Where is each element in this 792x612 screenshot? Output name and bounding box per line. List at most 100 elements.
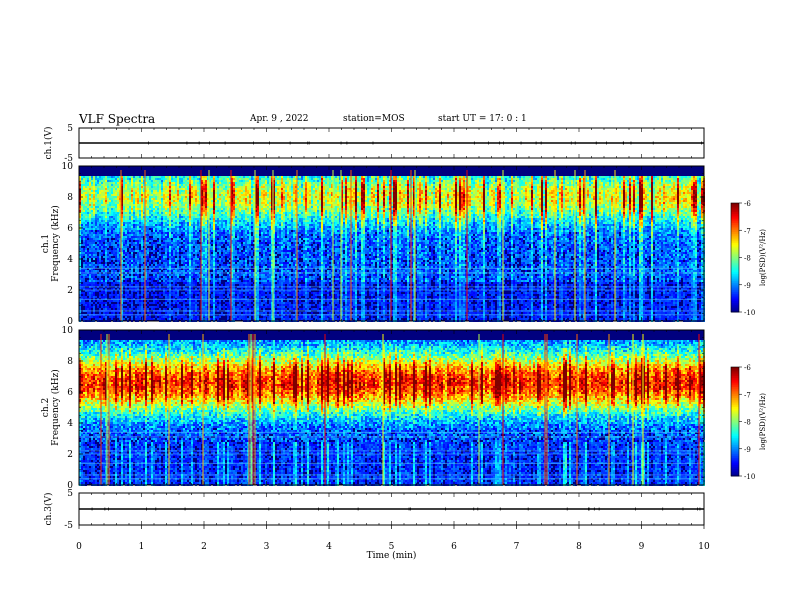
psd-cell — [129, 224, 131, 226]
psd-cell — [85, 184, 87, 186]
psd-cell — [93, 234, 95, 236]
psd-cell — [141, 274, 143, 276]
psd-cell — [127, 234, 129, 236]
psd-cell — [129, 188, 131, 190]
psd-cell — [153, 284, 155, 286]
psd-cell — [125, 274, 127, 276]
psd-cell — [97, 206, 99, 208]
psd-cell — [93, 282, 95, 284]
psd-cell — [81, 232, 83, 234]
psd-cell — [83, 210, 85, 212]
psd-cell — [83, 200, 85, 202]
psd-cell — [113, 206, 115, 208]
psd-cell — [111, 196, 113, 198]
psd-cell — [91, 306, 93, 308]
psd-cell — [141, 218, 143, 220]
psd-cell — [155, 186, 157, 188]
psd-cell — [103, 210, 105, 212]
psd-cell — [127, 300, 129, 302]
psd-cell — [131, 192, 133, 194]
psd-cell — [137, 198, 139, 200]
psd-cell — [81, 236, 83, 238]
psd-cell — [93, 196, 95, 198]
psd-cell — [133, 212, 135, 214]
psd-cell — [127, 184, 129, 186]
psd-cell — [137, 182, 139, 184]
psd-cell — [105, 206, 107, 208]
psd-cell — [153, 312, 155, 314]
psd-cell — [87, 256, 89, 258]
psd-cell — [89, 204, 91, 206]
psd-cell — [93, 250, 95, 252]
psd-cell — [147, 252, 149, 254]
psd-cell — [85, 236, 87, 238]
psd-cell — [141, 212, 143, 214]
psd-cell — [117, 308, 119, 310]
psd-cell — [125, 252, 127, 254]
psd-cell — [127, 212, 129, 214]
psd-cell — [137, 246, 139, 248]
psd-cell — [111, 228, 113, 230]
psd-cell — [135, 204, 137, 206]
psd-cell — [137, 244, 139, 246]
psd-cell — [91, 216, 93, 218]
psd-cell — [127, 236, 129, 238]
psd-cell — [139, 206, 141, 208]
psd-cell — [141, 208, 143, 210]
psd-cell — [127, 254, 129, 256]
psd-cell — [95, 254, 97, 256]
psd-cell — [89, 184, 91, 186]
psd-cell — [87, 202, 89, 204]
psd-cell — [95, 316, 97, 318]
psd-cell — [101, 228, 103, 230]
psd-cell — [153, 176, 155, 178]
psd-cell — [105, 178, 107, 180]
psd-cell — [103, 256, 105, 258]
psd-cell — [117, 212, 119, 214]
psd-cell — [147, 276, 149, 278]
psd-cell — [105, 232, 107, 234]
psd-cell — [101, 204, 103, 206]
psd-cell — [113, 178, 115, 180]
psd-cell — [125, 300, 127, 302]
psd-cell — [123, 214, 125, 216]
psd-cell — [95, 302, 97, 304]
psd-cell — [135, 186, 137, 188]
psd-cell — [115, 230, 117, 232]
psd-cell — [101, 318, 103, 320]
psd-cell — [93, 180, 95, 182]
psd-cell — [133, 184, 135, 186]
psd-cell — [133, 258, 135, 260]
psd-cell — [125, 234, 127, 236]
psd-cell — [155, 192, 157, 194]
psd-cell — [93, 202, 95, 204]
psd-cell — [103, 214, 105, 216]
psd-cell — [85, 208, 87, 210]
psd-cell — [101, 302, 103, 304]
psd-cell — [103, 280, 105, 282]
psd-cell — [83, 254, 85, 256]
psd-cell — [89, 280, 91, 282]
psd-cell — [83, 242, 85, 244]
psd-cell — [151, 186, 153, 188]
psd-cell — [123, 202, 125, 204]
psd-cell — [137, 194, 139, 196]
psd-cell — [117, 222, 119, 224]
psd-cell — [109, 256, 111, 258]
psd-cell — [135, 264, 137, 266]
psd-cell — [107, 224, 109, 226]
psd-cell — [125, 208, 127, 210]
psd-cell — [105, 264, 107, 266]
psd-cell — [105, 188, 107, 190]
psd-cell — [89, 176, 91, 178]
psd-cell — [125, 312, 127, 314]
psd-cell — [117, 186, 119, 188]
psd-cell — [149, 306, 151, 308]
psd-cell — [87, 254, 89, 256]
psd-cell — [89, 302, 91, 304]
psd-cell — [109, 210, 111, 212]
psd-cell — [97, 240, 99, 242]
psd-cell — [87, 284, 89, 286]
psd-cell — [103, 250, 105, 252]
psd-cell — [147, 182, 149, 184]
